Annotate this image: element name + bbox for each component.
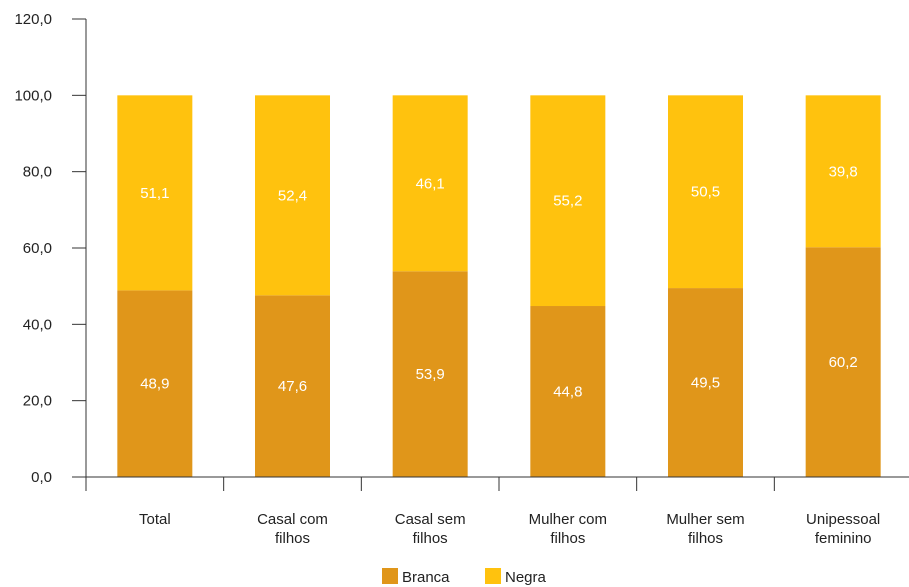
y-tick-label: 20,0 bbox=[23, 393, 52, 410]
category-label: feminino bbox=[815, 530, 872, 547]
y-tick-label: 40,0 bbox=[23, 316, 52, 333]
y-axis: 0,0 20,0 40,0 60,0 80,0 100,0 120,0 bbox=[14, 11, 87, 486]
data-label: 49,5 bbox=[691, 375, 720, 392]
data-label: 39,8 bbox=[829, 163, 858, 180]
data-label: 44,8 bbox=[553, 384, 582, 401]
bar-segment-branca bbox=[392, 271, 468, 477]
y-tick-label: 100,0 bbox=[14, 87, 52, 104]
y-tick-label: 0,0 bbox=[31, 469, 52, 486]
category-label: filhos bbox=[688, 530, 723, 547]
data-label: 48,9 bbox=[140, 376, 169, 393]
category-label: filhos bbox=[275, 530, 310, 547]
y-tick-label: 60,0 bbox=[23, 240, 52, 257]
bar-segment-negra bbox=[530, 95, 606, 307]
legend-label-branca: Branca bbox=[402, 569, 450, 586]
category-label: Casal sem bbox=[395, 511, 466, 528]
y-tick-label: 120,0 bbox=[14, 11, 52, 28]
data-label: 47,6 bbox=[278, 378, 307, 395]
legend-swatch-negra bbox=[485, 568, 501, 584]
bar-segment-negra bbox=[117, 95, 193, 291]
data-label: 46,1 bbox=[416, 175, 445, 192]
legend-label-negra: Negra bbox=[505, 569, 547, 586]
bar-segment-negra bbox=[668, 95, 743, 289]
bars: 48,9 51,1 47,6 52,4 53,9 46,1 44,8 55,2 49,5 50,5… bbox=[117, 95, 881, 477]
y-tick-label: 80,0 bbox=[23, 164, 52, 181]
bar-segment-branca bbox=[805, 247, 881, 477]
data-label: 60,2 bbox=[829, 354, 858, 371]
legend: Branca Negra bbox=[382, 568, 547, 586]
data-label: 51,1 bbox=[140, 185, 169, 202]
category-label: Casal com bbox=[257, 511, 328, 528]
data-label: 52,4 bbox=[278, 187, 307, 204]
bar-segment-negra bbox=[392, 95, 468, 272]
category-label: Mulher com bbox=[529, 511, 607, 528]
category-label: Mulher sem bbox=[666, 511, 744, 528]
bar-segment-branca bbox=[530, 306, 606, 477]
x-axis: Total Casal com filhos Casal sem filhos Mulhe… bbox=[72, 476, 909, 547]
bar-segment-branca bbox=[255, 295, 330, 477]
legend-swatch-branca bbox=[382, 568, 398, 584]
bar-segment-negra bbox=[255, 95, 330, 296]
category-label: filhos bbox=[413, 530, 448, 547]
category-label: Total bbox=[139, 511, 171, 528]
bar-segment-branca bbox=[668, 288, 743, 477]
category-label: filhos bbox=[550, 530, 585, 547]
bar-segment-branca bbox=[117, 290, 193, 477]
bar-segment-negra bbox=[805, 95, 881, 248]
data-label: 50,5 bbox=[691, 184, 720, 201]
data-label: 53,9 bbox=[416, 366, 445, 383]
data-label: 55,2 bbox=[553, 193, 582, 210]
category-label: Unipessoal bbox=[806, 511, 880, 528]
